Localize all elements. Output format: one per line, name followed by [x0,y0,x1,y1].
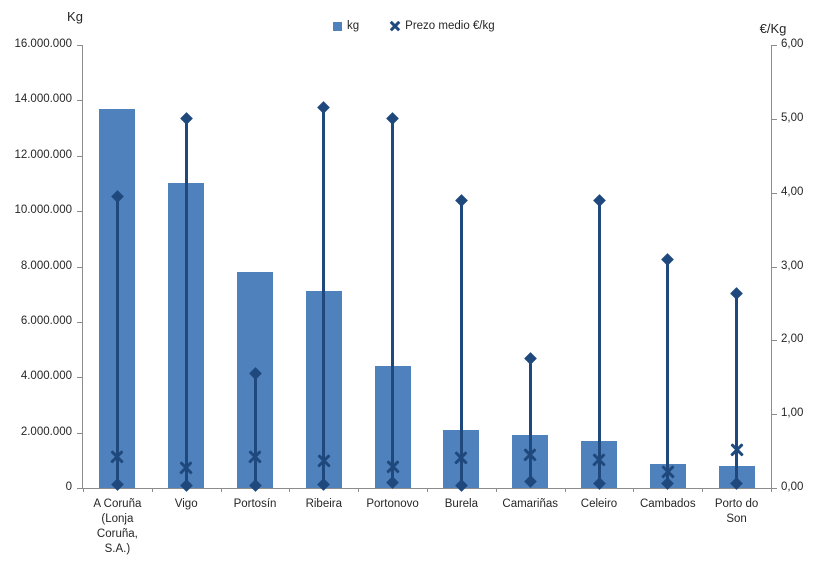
right-axis-tick [772,45,777,46]
x-marker [660,464,675,479]
right-axis-tick [772,340,777,342]
category-axis-tick [495,488,497,492]
right-axis-title: €/Kg [759,21,787,36]
right-axis-tick-label: 4,00 [781,185,804,198]
legend-label-kg: kg [347,20,360,32]
right-axis-line [771,45,772,488]
left-axis-tick-label: 8.000.000 [20,259,72,272]
left-axis-tick-label: 6.000.000 [20,314,72,327]
x-marker [385,459,400,474]
hi-lo-line [666,259,670,484]
x-marker [110,449,125,464]
diamond-marker-high [523,352,537,366]
right-axis-tick-label: 5,00 [781,111,804,124]
left-axis-tick [77,321,82,323]
right-axis-tick-label: 3,00 [781,259,804,272]
category-axis-tick [771,488,772,492]
left-axis-line [82,45,83,488]
hi-lo-line [322,107,326,485]
left-axis-tick [77,432,82,434]
hi-lo-line [391,118,395,483]
x-marker [454,451,469,466]
category-axis-tick [83,488,84,492]
diamond-marker-high [661,252,675,266]
left-axis-tick-label: 2.000.000 [20,425,72,438]
category-label: Portonovo [366,498,419,510]
category-label: A Coruña (Lonja Coruña, S.A.) [93,498,142,555]
hi-lo-line [735,293,739,484]
category-label: Cambados [639,498,696,510]
left-axis-tick-label: 16.000.000 [14,38,72,50]
category-axis-tick [151,488,153,492]
hi-lo-line [459,200,463,486]
right-axis-tick [772,192,777,194]
left-axis-tick [77,488,82,489]
x-marker [592,452,607,467]
x-marker-icon [389,21,400,32]
diamond-marker-high [317,101,331,115]
right-axis-tick-label: 6,00 [781,38,804,50]
category-label: Celeiro [580,498,618,510]
left-axis-tick [77,100,82,102]
x-marker [179,461,194,476]
left-axis-tick [77,45,82,46]
category-axis-tick [427,488,428,492]
left-axis-tick-label: 0 [65,481,72,493]
right-axis-tick [772,488,777,489]
left-axis-tick-label: 14.000.000 [14,93,72,106]
right-axis-tick-label: 0,00 [781,481,804,493]
x-marker [729,443,744,458]
left-axis-tick-label: 4.000.000 [20,370,72,383]
category-axis-tick [358,488,360,492]
diamond-marker-high [386,112,399,126]
legend-item-prezo-medio: Prezo medio €/kg [389,20,495,32]
category-label: Porto do Son [714,498,759,525]
right-axis-tick [772,118,777,120]
right-axis-tick-label: 2,00 [781,333,804,346]
legend: kg Prezo medio €/kg [333,20,495,32]
category-label: Portosín [233,498,277,510]
legend-item-kg: kg [333,20,359,32]
left-axis-tick-label: 12.000.000 [14,148,72,161]
category-axis-tick [702,488,704,492]
x-marker [523,447,538,462]
category-axis-tick [289,488,291,492]
category-label: Ribeira [305,498,342,510]
left-axis-tick [77,211,82,213]
legend-label-prezo-medio: Prezo medio €/kg [405,20,495,32]
hi-lo-line [115,196,119,485]
hi-lo-line [184,118,188,486]
left-axis-tick [77,155,82,157]
category-axis-tick [220,488,222,492]
right-axis-tick [772,414,777,416]
category-label: Vigo [174,498,198,510]
x-marker [248,449,263,464]
hi-lo-line [253,373,257,486]
x-marker [316,453,331,468]
category-label: Camariñas [502,498,558,510]
hi-lo-line [597,200,601,484]
diamond-marker-high [179,112,193,126]
diamond-marker-high [592,193,606,207]
category-axis-tick [564,488,566,492]
category-axis-tick [633,488,635,492]
left-axis-tick [77,377,82,379]
left-axis-title: Kg [67,9,83,24]
category-label: Burela [444,498,479,510]
kg-square-swatch-icon [333,21,342,31]
left-axis-tick-label: 10.000.000 [14,204,72,217]
right-axis-tick [772,266,777,268]
diamond-marker-high [455,193,468,207]
right-axis-tick-label: 1,00 [781,407,804,420]
diamond-marker-high [730,287,743,301]
hi-lo-line [528,358,532,482]
left-axis-tick [77,266,82,268]
